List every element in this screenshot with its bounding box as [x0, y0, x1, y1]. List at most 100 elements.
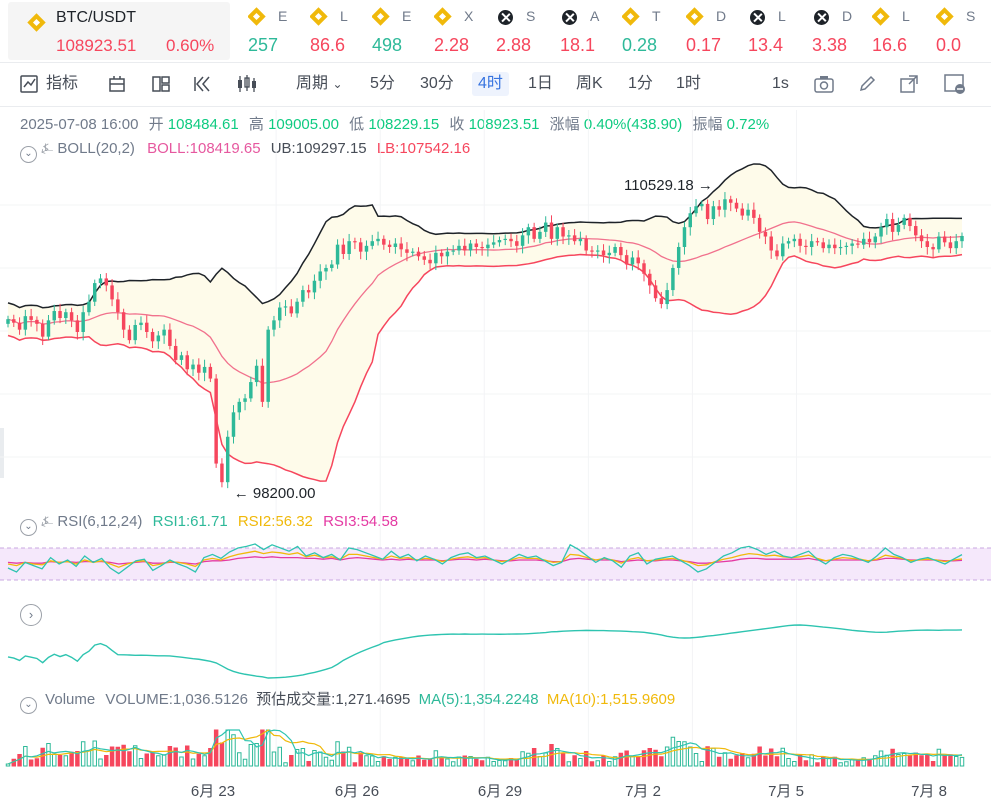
volume-bar — [734, 755, 739, 767]
volume-bar — [953, 756, 959, 767]
ticker-item[interactable]: L 16.6 — [872, 0, 930, 62]
bell-icon[interactable]: ⍼ — [41, 140, 54, 156]
pair-name: BTC/USDT — [56, 9, 136, 26]
volume-bar — [786, 758, 791, 767]
collapse-chevron-icon[interactable]: ⌄ — [20, 519, 37, 536]
rewind-icon[interactable] — [194, 75, 212, 93]
ticker-item-value: 498 — [372, 35, 403, 55]
amplitude-value: 0.72% — [726, 116, 770, 133]
candle-body — [676, 246, 681, 268]
ticker-item-name: S — [966, 8, 976, 24]
volume-bar — [635, 756, 641, 767]
fullscreen-settings-icon[interactable] — [944, 74, 966, 96]
volume-bar — [474, 758, 479, 767]
volume-bar — [202, 755, 207, 767]
candle-body — [509, 238, 513, 242]
candle-body — [12, 319, 16, 323]
boll-lower-line — [7, 253, 963, 482]
indicators-button[interactable]: 指标 — [46, 75, 79, 92]
popout-icon[interactable] — [900, 75, 918, 93]
chevron-right-icon[interactable]: › — [20, 604, 42, 626]
candle-body — [335, 244, 340, 265]
layout-icon[interactable] — [108, 75, 126, 93]
boll-name[interactable]: BOLL(20,2) — [57, 140, 135, 157]
candle-body — [35, 319, 39, 324]
volume-bar — [358, 752, 363, 767]
bell-icon[interactable]: ⍼ — [41, 513, 54, 529]
chart-type-icon[interactable] — [236, 74, 258, 94]
pencil-icon[interactable] — [858, 75, 876, 93]
candle-body — [821, 242, 825, 249]
interval-1w[interactable]: 周K — [576, 75, 603, 92]
ticker-item[interactable]: A 18.1 — [560, 0, 618, 62]
candle-body — [827, 244, 831, 249]
candle-body — [809, 241, 814, 247]
candle-body — [636, 257, 640, 264]
price-change: 0.60% — [166, 36, 215, 55]
candle-body — [75, 320, 80, 332]
interval-5m[interactable]: 5分 — [370, 75, 395, 92]
collapse-chevron-icon[interactable]: ⌄ — [20, 697, 37, 714]
volume-bar — [445, 758, 450, 767]
ticker-item[interactable]: D 0.17 — [686, 0, 744, 62]
volume-bar — [722, 752, 728, 767]
replay-speed[interactable]: 1s — [772, 75, 789, 92]
candle-body — [428, 259, 432, 264]
period-dropdown[interactable]: 周期 ⌄ — [296, 72, 343, 96]
volume-bar — [740, 753, 745, 767]
candle-body — [179, 355, 184, 360]
candle-body — [503, 238, 507, 241]
boll-upper-line — [7, 163, 963, 309]
candle-body — [601, 250, 606, 256]
rsi3-value: RSI3:54.58 — [323, 513, 399, 530]
candle-body — [52, 311, 56, 321]
candle-body — [908, 217, 912, 227]
candle-body — [422, 256, 427, 260]
camera-icon[interactable] — [814, 75, 834, 93]
volume-bar — [728, 758, 733, 767]
ticker-item[interactable]: D 3.38 — [812, 0, 870, 62]
boll-lb-value: LB:107542.16 — [376, 140, 471, 157]
bnb-icon — [434, 7, 452, 26]
volume-bar — [901, 753, 907, 767]
ticker-item[interactable]: X 2.28 — [434, 0, 492, 62]
volume-bar — [370, 755, 375, 767]
ticker-item[interactable]: E 257 — [248, 0, 306, 62]
indicator-icon[interactable] — [20, 75, 38, 93]
ticker-item[interactable]: T 0.28 — [622, 0, 680, 62]
ticker-item[interactable]: L 13.4 — [748, 0, 806, 62]
volume-bar — [5, 763, 11, 767]
interval-4h[interactable]: 4时 — [472, 72, 509, 96]
ticker-item[interactable]: L 86.6 — [310, 0, 368, 62]
ticker-item-value: 0.28 — [622, 35, 658, 55]
symbol-tab-btcusdt[interactable]: BTC/USDT 108923.51 0.60% — [8, 2, 230, 60]
volume-bar — [375, 761, 381, 767]
volume-bar — [699, 761, 705, 767]
candle-body — [491, 242, 496, 245]
open-label: 开 — [148, 116, 164, 133]
volume-bar — [936, 748, 942, 767]
expand-indicator[interactable]: › — [20, 603, 46, 626]
volume-bar — [260, 729, 265, 767]
ticker-item[interactable]: S 0.0 — [936, 0, 991, 62]
interval-30m[interactable]: 30分 — [420, 75, 454, 92]
volume-name[interactable]: Volume — [45, 691, 96, 708]
rsi-name[interactable]: RSI(6,12,24) — [57, 513, 143, 530]
boll-mid-line — [7, 221, 963, 384]
ticker-item[interactable]: E 498 — [372, 0, 430, 62]
collapse-chevron-icon[interactable]: ⌄ — [20, 146, 37, 163]
grid-layout-icon[interactable] — [152, 75, 170, 93]
ticker-item[interactable]: S 2.88 — [496, 0, 554, 62]
interval-1h[interactable]: 1时 — [676, 75, 701, 92]
volume-bar — [959, 756, 965, 767]
candle-body — [607, 252, 612, 256]
candle-body — [954, 241, 958, 249]
bnb-icon — [372, 7, 390, 26]
max-price-label: 110529.18 → — [624, 177, 713, 194]
side-collapse-handle[interactable] — [0, 428, 4, 478]
volume-bar — [75, 751, 80, 767]
volume-bar — [404, 758, 410, 767]
interval-1m[interactable]: 1分 — [628, 75, 653, 92]
candle-body — [202, 366, 207, 373]
interval-1d[interactable]: 1日 — [528, 75, 553, 92]
